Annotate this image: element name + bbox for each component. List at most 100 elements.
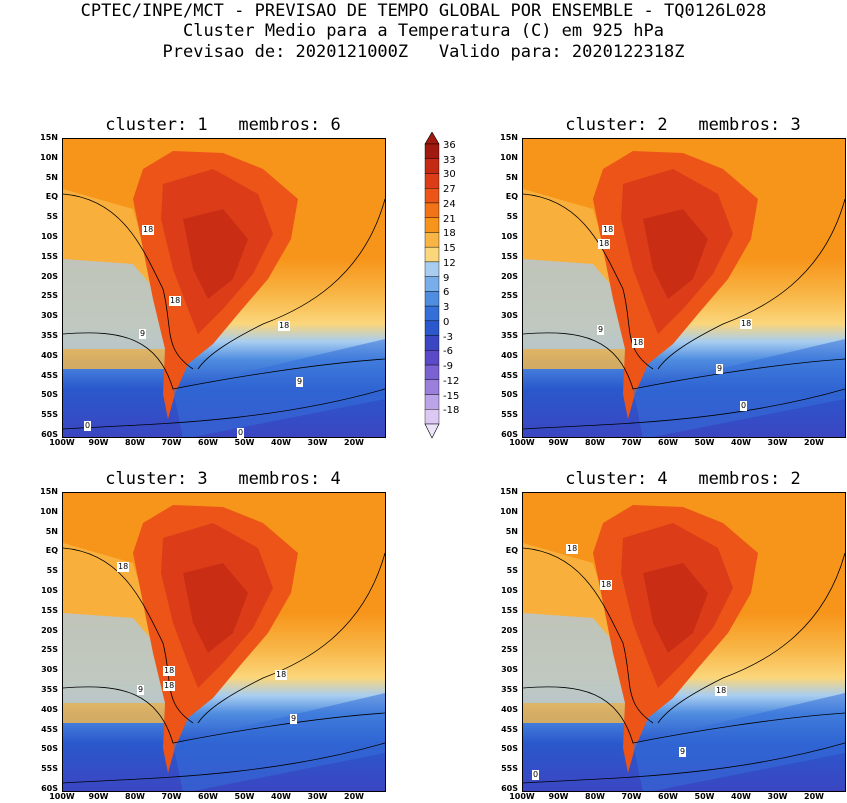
contour-label: 9 (296, 377, 304, 387)
lat-tick-label: 55S (41, 410, 58, 420)
contour-label: 18 (602, 225, 615, 235)
contour-label: 18 (278, 321, 291, 331)
lon-tick-label: 80W (585, 438, 605, 447)
lon-tick-label: 50W (234, 438, 255, 447)
colorbar-tick-label: -3 (443, 331, 453, 343)
lat-tick-label: 20S (501, 271, 518, 281)
lat-tick-label: 50S (501, 744, 518, 754)
lon-tick-label: 30W (307, 792, 328, 801)
lat-tick-label: 35S (501, 331, 518, 340)
colorbar-tick-label: -15 (443, 390, 460, 402)
lat-tick-label: 5N (505, 172, 518, 182)
panel-1-map (62, 138, 386, 438)
lat-tick-label: 15N (40, 487, 58, 496)
header-line-3: Previsao de: 2020121000Z Valido para: 20… (162, 42, 685, 62)
colorbar-segment (424, 350, 440, 366)
lon-tick-label: 40W (271, 792, 291, 801)
lon-tick-label: 80W (585, 792, 605, 801)
colorbar-segment (424, 188, 440, 204)
lat-tick-label: 30S (501, 311, 518, 321)
lat-tick-label: 35S (41, 331, 58, 340)
lat-tick-label: 15N (500, 133, 518, 142)
lat-tick-label: 20S (41, 271, 58, 281)
colorbar-tick-label: -12 (443, 375, 460, 387)
colorbar-segment (424, 232, 440, 248)
lat-tick-label: 20S (41, 625, 58, 635)
lon-tick-label: 90W (548, 438, 569, 447)
lat-tick-label: 10N (500, 506, 518, 516)
lat-tick-label: 50S (41, 744, 58, 754)
contour-label: 18 (740, 319, 753, 329)
lon-tick-label: 100W (509, 792, 535, 801)
colorbar-tick-label: 30 (443, 169, 456, 181)
lon-tick-label: 20W (344, 792, 364, 801)
lon-tick-label: 20W (804, 438, 824, 447)
lat-tick-label: 60S (41, 784, 58, 793)
lon-tick-label: 90W (88, 792, 109, 801)
contour-label: 18 (598, 239, 611, 249)
colorbar-tick-label: 18 (443, 228, 456, 240)
colorbar-segment (424, 364, 440, 380)
lon-tick-label: 30W (767, 792, 788, 801)
colorbar-segment (424, 261, 440, 277)
lat-tick-label: 15S (501, 251, 518, 261)
colorbar-tick-label: 0 (443, 316, 450, 328)
lat-tick-label: 45S (41, 370, 58, 380)
lon-tick-label: 70W (621, 438, 642, 447)
panel-3-map (62, 492, 386, 792)
colorbar-tick-label: 9 (443, 272, 450, 284)
lat-tick-label: 60S (501, 430, 518, 439)
lon-tick-label: 50W (694, 792, 715, 801)
contour-label: 18 (117, 562, 130, 572)
contour-label: 9 (137, 685, 145, 695)
colorbar-tick-label: 3 (443, 302, 450, 314)
contour-label: 0 (237, 428, 245, 438)
panel-1-title: cluster: 1 membros: 6 (105, 115, 341, 135)
lat-tick-label: 60S (41, 430, 58, 439)
header-line-2: Cluster Medio para a Temperatura (C) em … (182, 21, 665, 41)
lat-tick-label: 5N (45, 172, 58, 182)
colorbar-top-arrow (424, 132, 440, 145)
contour-label: 9 (679, 747, 687, 757)
lat-tick-label: 50S (41, 390, 58, 400)
lat-tick-label: 30S (501, 665, 518, 675)
lon-tick-label: 100W (509, 438, 535, 447)
colorbar-segment (424, 305, 440, 322)
colorbar-tick-label: 27 (443, 184, 456, 196)
lat-tick-label: 15S (41, 605, 58, 615)
lon-tick-label: 80W (125, 438, 145, 447)
contour-label: 9 (139, 329, 147, 339)
colorbar-segment (424, 158, 440, 174)
lon-tick-label: 20W (344, 438, 364, 447)
lat-tick-label: 5S (46, 212, 58, 222)
lat-tick-label: EQ (45, 546, 58, 556)
colorbar-tick-label: -18 (443, 405, 460, 417)
lon-tick-label: 40W (271, 438, 291, 447)
lon-tick-label: 70W (621, 792, 642, 801)
contour-label: 18 (632, 338, 645, 348)
lon-tick-label: 60W (198, 438, 218, 447)
contour-label: 18 (169, 296, 182, 306)
header-line-1: CPTEC/INPE/MCT - PREVISAO DE TEMPO GLOBA… (80, 1, 767, 21)
lon-tick-label: 100W (49, 792, 75, 801)
colorbar-segment (424, 409, 440, 425)
colorbar-tick-label: 21 (443, 213, 456, 225)
colorbar-segment (424, 276, 440, 292)
lon-tick-label: 20W (804, 792, 824, 801)
lat-tick-label: 10S (501, 586, 518, 595)
lat-tick-label: 15N (40, 133, 58, 142)
contour-label: 0 (532, 770, 540, 780)
contour-label: 18 (715, 686, 728, 696)
colorbar-tick-label: -6 (443, 346, 453, 358)
contour-label: 18 (566, 544, 579, 554)
lat-tick-label: 55S (41, 764, 58, 774)
lat-tick-label: 15N (500, 487, 518, 496)
contour-label: 18 (600, 580, 613, 590)
lat-tick-label: 35S (501, 685, 518, 694)
lat-tick-label: 45S (501, 370, 518, 380)
lat-tick-label: 5S (506, 212, 518, 222)
lon-tick-label: 40W (731, 792, 751, 801)
colorbar-segment (424, 291, 440, 307)
contour-label: 9 (716, 364, 724, 374)
lon-tick-label: 40W (731, 438, 751, 447)
